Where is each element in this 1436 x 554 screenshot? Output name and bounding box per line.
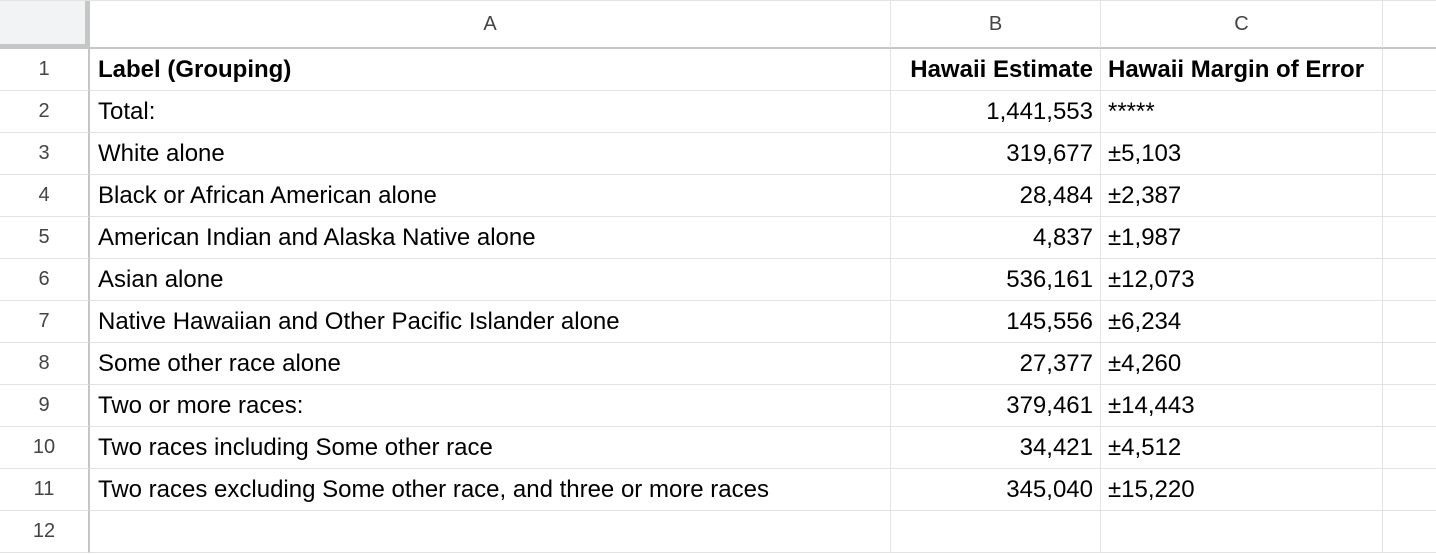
table-row: 1 Label (Grouping) Hawaii Estimate Hawai… [0,49,1436,91]
table-row: 8 Some other race alone 27,377 ±4,260 [0,343,1436,385]
cell-empty[interactable] [1383,469,1436,511]
cell-margin[interactable]: ***** [1101,91,1383,133]
table-row: 4 Black or African American alone 28,484… [0,175,1436,217]
cell-empty[interactable] [1383,301,1436,343]
grid-top-border [0,0,1436,1]
cell-estimate[interactable]: 28,484 [891,175,1101,217]
cell-margin[interactable]: ±2,387 [1101,175,1383,217]
cell-estimate[interactable]: 345,040 [891,469,1101,511]
cell-empty[interactable] [1383,175,1436,217]
cell-label[interactable]: Native Hawaiian and Other Pacific Island… [90,301,891,343]
cell-estimate[interactable]: 145,556 [891,301,1101,343]
cell-estimate[interactable]: 536,161 [891,259,1101,301]
cell-estimate[interactable]: 1,441,553 [891,91,1101,133]
cell-empty[interactable] [891,511,1101,553]
cell-margin[interactable]: ±1,987 [1101,217,1383,259]
table-row: 7 Native Hawaiian and Other Pacific Isla… [0,301,1436,343]
cell-empty[interactable] [1383,133,1436,175]
cell-margin[interactable]: ±15,220 [1101,469,1383,511]
row-header[interactable]: 3 [0,133,90,175]
cell-label[interactable]: Two or more races: [90,385,891,427]
cell-empty[interactable] [1101,511,1383,553]
row-header[interactable]: 4 [0,175,90,217]
cell-estimate[interactable]: 379,461 [891,385,1101,427]
row-header[interactable]: 7 [0,301,90,343]
cell-empty[interactable] [1383,259,1436,301]
column-header-d[interactable] [1383,1,1436,49]
table-row: 12 [0,511,1436,553]
cell-d1[interactable] [1383,49,1436,91]
row-header[interactable]: 12 [0,511,90,553]
table-row: 10 Two races including Some other race 3… [0,427,1436,469]
table-row: 11 Two races excluding Some other race, … [0,469,1436,511]
table-row: 2 Total: 1,441,553 ***** [0,91,1436,133]
cell-empty[interactable] [1383,343,1436,385]
cell-empty[interactable] [1383,385,1436,427]
cell-margin[interactable]: ±14,443 [1101,385,1383,427]
cell-label[interactable]: Two races excluding Some other race, and… [90,469,891,511]
row-header[interactable]: 1 [0,49,90,91]
cell-c1[interactable]: Hawaii Margin of Error [1101,49,1383,91]
cell-label[interactable]: White alone [90,133,891,175]
column-header-a[interactable]: A [90,1,891,49]
cell-b1[interactable]: Hawaii Estimate [891,49,1101,91]
row-header[interactable]: 10 [0,427,90,469]
cell-estimate[interactable]: 319,677 [891,133,1101,175]
cell-label[interactable]: Asian alone [90,259,891,301]
row-header[interactable]: 9 [0,385,90,427]
cell-estimate[interactable]: 27,377 [891,343,1101,385]
cell-label[interactable]: Total: [90,91,891,133]
cell-empty[interactable] [1383,91,1436,133]
cell-label[interactable]: Two races including Some other race [90,427,891,469]
cell-empty[interactable] [90,511,891,553]
table-row: 9 Two or more races: 379,461 ±14,443 [0,385,1436,427]
row-header[interactable]: 5 [0,217,90,259]
cell-empty[interactable] [1383,217,1436,259]
column-header-c[interactable]: C [1101,1,1383,49]
cell-margin[interactable]: ±5,103 [1101,133,1383,175]
cell-margin[interactable]: ±4,512 [1101,427,1383,469]
row-header[interactable]: 8 [0,343,90,385]
cell-empty[interactable] [1383,427,1436,469]
row-header[interactable]: 6 [0,259,90,301]
table-row: 5 American Indian and Alaska Native alon… [0,217,1436,259]
row-header[interactable]: 11 [0,469,90,511]
cell-margin[interactable]: ±4,260 [1101,343,1383,385]
cell-margin[interactable]: ±6,234 [1101,301,1383,343]
cell-margin[interactable]: ±12,073 [1101,259,1383,301]
select-all-corner[interactable] [0,1,90,49]
cell-label[interactable]: Black or African American alone [90,175,891,217]
cell-estimate[interactable]: 34,421 [891,427,1101,469]
table-row: 6 Asian alone 536,161 ±12,073 [0,259,1436,301]
cell-label[interactable]: Some other race alone [90,343,891,385]
cell-empty[interactable] [1383,511,1436,553]
cell-a1[interactable]: Label (Grouping) [90,49,891,91]
table-row: 3 White alone 319,677 ±5,103 [0,133,1436,175]
column-header-row: A B C [0,1,1436,49]
cell-label[interactable]: American Indian and Alaska Native alone [90,217,891,259]
row-header[interactable]: 2 [0,91,90,133]
column-header-b[interactable]: B [891,1,1101,49]
cell-estimate[interactable]: 4,837 [891,217,1101,259]
